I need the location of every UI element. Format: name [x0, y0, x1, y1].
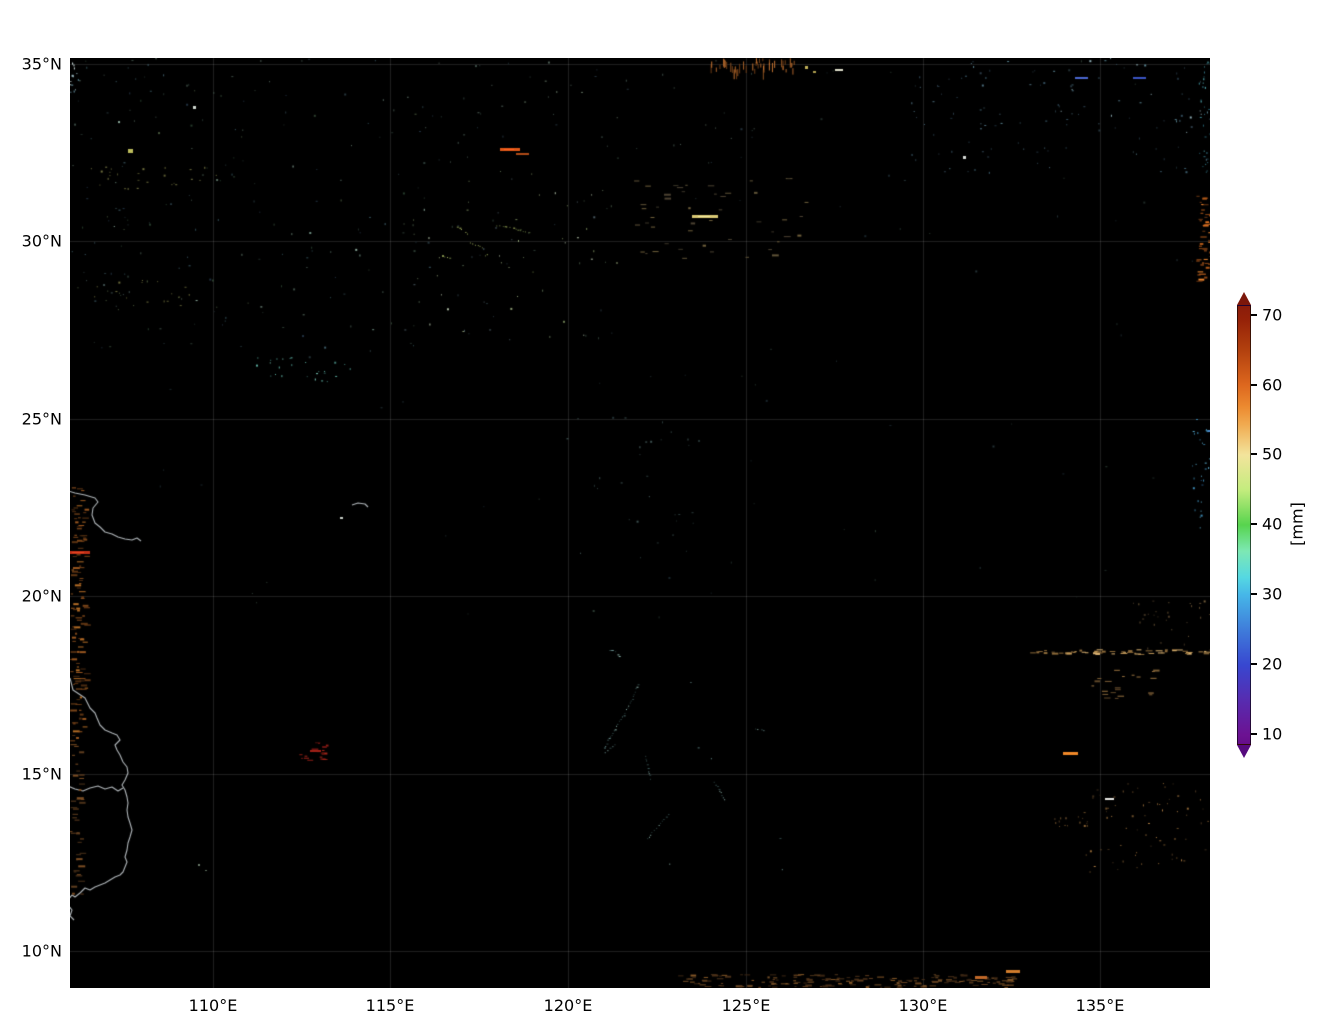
colorbar-extend-min-arrow: [1237, 745, 1251, 758]
colorbar-tick: [1251, 383, 1257, 386]
colorbar-tick: [1251, 662, 1257, 665]
weather-map-canvas: [70, 58, 1210, 988]
colorbar-tick-label: 40: [1262, 514, 1283, 534]
colorbar-tick-label: 10: [1262, 724, 1283, 744]
y-tick-label: 30°N: [21, 231, 62, 251]
colorbar-extend-max-arrow: [1237, 292, 1251, 305]
y-tick-label: 15°N: [21, 764, 62, 784]
x-tick-label: 115°E: [365, 996, 415, 1015]
colorbar-tick-label: 20: [1262, 654, 1283, 674]
x-tick-label: 110°E: [188, 996, 238, 1015]
colorbar-tick: [1251, 523, 1257, 526]
y-tick-label: 35°N: [21, 54, 62, 74]
colorbar-tick: [1251, 313, 1257, 316]
x-tick-label: 125°E: [721, 996, 771, 1015]
colorbar-unit-label: [mm]: [1287, 502, 1307, 546]
colorbar-gradient: [1237, 305, 1251, 745]
colorbar-tick-label: 30: [1262, 584, 1283, 604]
x-tick-label: 135°E: [1075, 996, 1125, 1015]
colorbar-tick-label: 60: [1262, 375, 1283, 395]
colorbar-tick: [1251, 593, 1257, 596]
y-tick-label: 25°N: [21, 409, 62, 429]
y-tick-label: 20°N: [21, 586, 62, 606]
x-tick-label: 120°E: [543, 996, 593, 1015]
colorbar-tick: [1251, 732, 1257, 735]
colorbar-tick: [1251, 453, 1257, 456]
colorbar-tick-label: 50: [1262, 444, 1283, 464]
y-tick-label: 10°N: [21, 941, 62, 961]
x-tick-label: 130°E: [898, 996, 948, 1015]
colorbar-tick-label: 70: [1262, 305, 1283, 325]
